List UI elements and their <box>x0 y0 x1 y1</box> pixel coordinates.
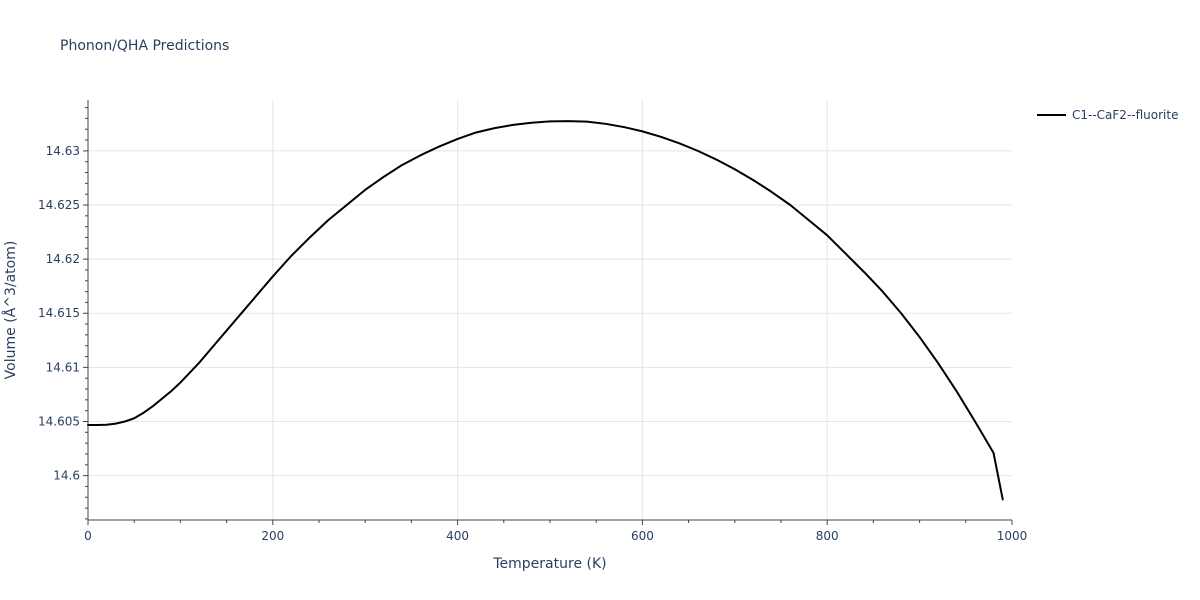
x-tick-label: 400 <box>446 529 469 543</box>
chart-title: Phonon/QHA Predictions <box>60 38 229 54</box>
x-tick-label: 600 <box>631 529 654 543</box>
tick-labels: 0 200 400 600 800 1000 14.6 14.605 14.61 14.615 14… <box>38 144 1027 543</box>
y-axis-title: Volume (Å^3/atom) <box>2 241 19 380</box>
y-tick-label: 14.63 <box>46 144 80 158</box>
y-tick-label: 14.615 <box>38 306 80 320</box>
grid-lines <box>88 100 1012 520</box>
legend[interactable]: C1--CaF2--fluorite <box>1037 108 1178 122</box>
x-tick-label: 0 <box>84 529 92 543</box>
axes <box>83 100 1013 525</box>
x-tick-label: 200 <box>261 529 284 543</box>
y-tick-label: 14.61 <box>46 360 80 374</box>
x-tick-label: 800 <box>816 529 839 543</box>
y-tick-label: 14.625 <box>38 198 80 212</box>
y-tick-label: 14.605 <box>38 414 80 428</box>
y-tick-label: 14.62 <box>46 252 80 266</box>
y-tick-label: 14.6 <box>53 469 80 483</box>
series-lines[interactable] <box>87 120 1004 501</box>
series-line[interactable] <box>87 120 1004 501</box>
x-axis-title: Temperature (K) <box>492 556 606 572</box>
legend-label[interactable]: C1--CaF2--fluorite <box>1072 108 1178 122</box>
x-tick-label: 1000 <box>997 529 1028 543</box>
